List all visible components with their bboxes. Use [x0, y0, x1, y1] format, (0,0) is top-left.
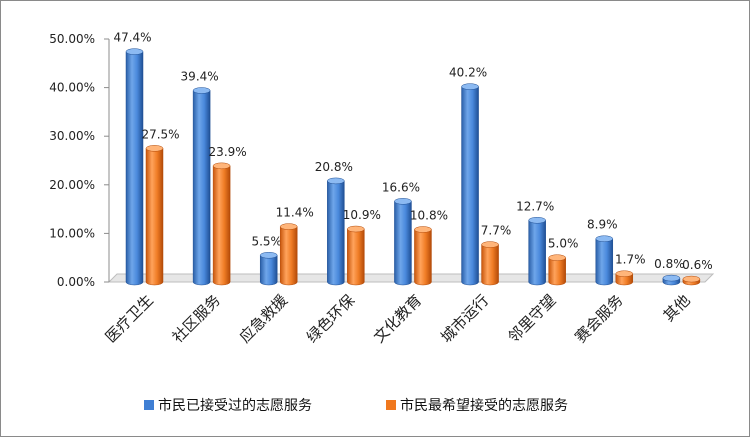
bar-body — [481, 244, 499, 286]
bar-cap — [259, 252, 278, 259]
bar-cap — [212, 162, 231, 170]
bar-body — [548, 257, 566, 286]
bar-series-1: 16.6% — [382, 180, 420, 286]
legend-label-series-2: 市民最希望接受的志愿服务 — [400, 397, 568, 414]
bar-cap — [394, 198, 412, 205]
y-tick-label: 20.00% — [49, 178, 95, 192]
y-tick-label: 30.00% — [49, 129, 95, 143]
bar-series-2: 5.0% — [548, 237, 579, 286]
bar-series-1: 5.5% — [251, 234, 282, 286]
data-label-series-2: 27.5% — [141, 127, 179, 141]
bar-series-2: 0.6% — [682, 258, 713, 286]
bar-cap — [548, 254, 566, 261]
x-category-label: 邻里守望 — [504, 291, 559, 346]
x-category-label: 其他 — [660, 291, 694, 325]
bar-series-2: 1.7% — [615, 253, 646, 286]
data-label-series-1: 40.2% — [449, 66, 487, 80]
data-label-series-1: 8.9% — [587, 218, 618, 232]
bar-body — [212, 165, 231, 286]
bar-cap — [662, 274, 681, 282]
bar-body — [192, 90, 211, 286]
x-category-label: 文化教育 — [370, 291, 425, 346]
y-tick-label: 10.00% — [49, 226, 95, 240]
bar-series-1: 8.9% — [587, 218, 618, 286]
bar-series-2: 10.8% — [410, 209, 448, 286]
legend-swatch-series-2 — [386, 400, 396, 410]
bar-cap — [192, 87, 211, 94]
bar-series-1: 20.8% — [315, 160, 353, 286]
data-label-series-1: 16.6% — [382, 180, 420, 194]
bar-series-2: 27.5% — [141, 127, 180, 286]
bar-series-2: 7.7% — [481, 224, 512, 286]
bar-cap — [414, 226, 432, 233]
data-label-series-2: 7.7% — [481, 224, 512, 238]
bar-series-1: 0.8% — [654, 257, 685, 286]
bar-cap — [481, 241, 499, 248]
bar-cap — [347, 225, 365, 233]
bar-body — [259, 255, 278, 286]
data-label-series-2: 5.0% — [548, 237, 579, 251]
legend-swatch-series-1 — [144, 400, 154, 410]
bar-body — [145, 148, 164, 286]
bar-series-1: 40.2% — [449, 66, 487, 286]
bar-body — [394, 201, 412, 286]
legend-label-series-1: 市民已接受过的志愿服务 — [158, 397, 312, 414]
y-tick-label: 40.00% — [49, 81, 95, 95]
bar-series-1: 39.4% — [181, 70, 219, 286]
bar-body — [461, 86, 479, 286]
bar-cap — [279, 223, 298, 230]
data-label-series-1: 39.4% — [181, 70, 219, 84]
bar-series-1: 47.4% — [113, 31, 152, 286]
bar-body — [279, 226, 298, 286]
bar-series-2: 10.9% — [343, 208, 381, 286]
data-label-series-1: 20.8% — [315, 160, 353, 174]
bar-cap — [461, 83, 479, 90]
data-label-series-1: 12.7% — [516, 199, 554, 213]
x-category-label: 应急救援 — [236, 291, 291, 346]
bar-cap — [145, 145, 164, 152]
bar-cap — [528, 217, 546, 224]
data-label-series-2: 23.9% — [209, 145, 247, 159]
x-category-label: 城市运行 — [437, 291, 492, 346]
bar-series-1: 12.7% — [516, 199, 554, 286]
data-label-series-1: 47.4% — [113, 31, 151, 45]
bar-body — [414, 229, 432, 286]
bar-body — [528, 220, 546, 286]
bar-body — [125, 51, 144, 286]
bar-cap — [615, 270, 634, 277]
y-tick-label: 50.00% — [49, 32, 95, 46]
data-label-series-1: 5.5% — [251, 234, 282, 248]
bar-cap — [595, 235, 614, 242]
data-label-series-2: 1.7% — [615, 253, 646, 267]
x-category-label: 社区服务 — [169, 291, 224, 346]
y-tick-label: 0.00% — [57, 275, 95, 289]
x-category-label: 医疗卫生 — [102, 291, 157, 346]
bar-cap — [682, 275, 701, 283]
bar-series-2: 23.9% — [209, 145, 247, 286]
bar-body — [327, 180, 345, 286]
data-label-series-2: 10.9% — [343, 208, 381, 222]
data-label-series-2: 10.8% — [410, 209, 448, 223]
bar-body — [595, 238, 614, 286]
bar-body — [347, 228, 365, 286]
x-category-label: 赛会服务 — [571, 291, 626, 346]
data-label-series-2: 0.6% — [682, 258, 713, 272]
bar-series-2: 11.4% — [276, 206, 314, 286]
x-category-label: 绿色环保 — [303, 291, 358, 346]
bar-cap — [327, 177, 345, 185]
data-label-series-2: 11.4% — [276, 206, 314, 220]
bar-cap — [125, 48, 144, 55]
data-label-series-1: 0.8% — [654, 257, 685, 271]
